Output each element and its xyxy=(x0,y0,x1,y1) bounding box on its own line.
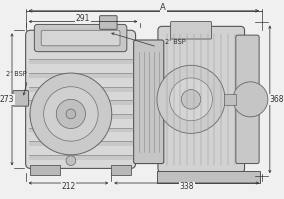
Circle shape xyxy=(44,87,98,141)
Text: 368: 368 xyxy=(270,95,284,104)
Bar xyxy=(29,155,133,160)
Text: 291: 291 xyxy=(76,14,90,23)
Bar xyxy=(30,166,60,175)
FancyBboxPatch shape xyxy=(134,40,164,164)
FancyBboxPatch shape xyxy=(100,16,117,29)
FancyBboxPatch shape xyxy=(41,30,120,46)
Bar xyxy=(29,87,133,92)
FancyBboxPatch shape xyxy=(236,35,259,164)
FancyBboxPatch shape xyxy=(26,30,135,168)
Circle shape xyxy=(170,78,212,121)
FancyBboxPatch shape xyxy=(158,26,245,172)
Circle shape xyxy=(66,156,76,166)
Bar xyxy=(157,171,260,183)
Bar xyxy=(29,60,133,64)
Circle shape xyxy=(66,109,76,119)
Circle shape xyxy=(157,65,225,133)
Bar xyxy=(29,73,133,78)
Bar xyxy=(111,166,131,175)
Bar xyxy=(29,128,133,132)
Text: 338: 338 xyxy=(179,182,194,191)
Bar xyxy=(29,114,133,119)
Circle shape xyxy=(181,90,201,109)
Bar xyxy=(224,94,236,105)
Circle shape xyxy=(30,73,112,155)
Text: A: A xyxy=(160,3,166,12)
Text: 273: 273 xyxy=(0,95,14,104)
Circle shape xyxy=(233,82,268,117)
Text: 2' BSP: 2' BSP xyxy=(6,71,27,77)
FancyBboxPatch shape xyxy=(34,24,127,52)
Bar xyxy=(29,141,133,146)
Circle shape xyxy=(56,99,85,129)
Bar xyxy=(29,100,133,105)
FancyBboxPatch shape xyxy=(171,21,212,39)
Text: 212: 212 xyxy=(61,182,76,191)
FancyBboxPatch shape xyxy=(13,91,29,106)
Text: 2' BSP: 2' BSP xyxy=(165,39,185,45)
